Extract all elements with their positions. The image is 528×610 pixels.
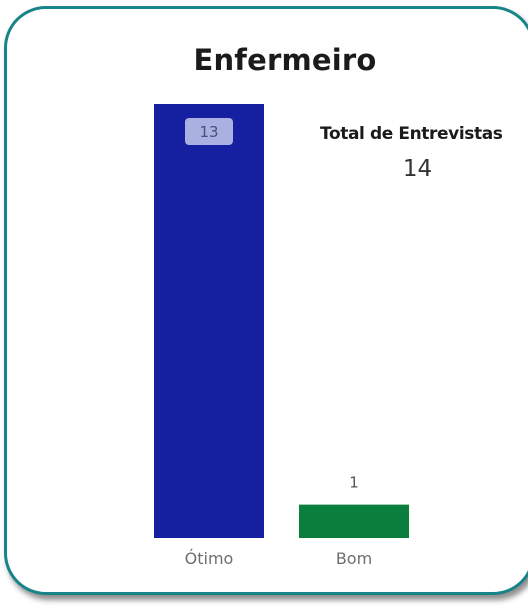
chart-card: [4, 6, 528, 595]
data-label-2: 1: [349, 474, 359, 492]
x-tick-label-2: Bom: [336, 549, 372, 568]
kpi-value: 14: [402, 156, 433, 182]
kpi-label: Total de Entrevistas: [320, 124, 503, 144]
data-label-1: 13: [199, 123, 218, 141]
bar-1[interactable]: [154, 104, 264, 538]
bar-2[interactable]: [299, 504, 409, 538]
x-tick-label-1: Ótimo: [185, 549, 234, 568]
chart-title: Enfermeiro: [193, 43, 377, 77]
data-label-background: [185, 118, 233, 145]
